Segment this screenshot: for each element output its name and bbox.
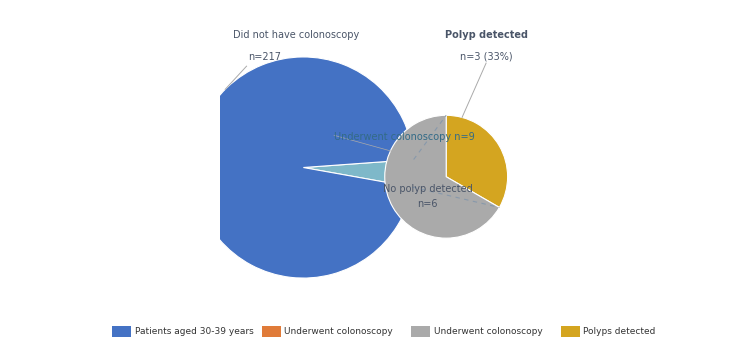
Text: Underwent colonoscopy: Underwent colonoscopy <box>284 327 393 336</box>
Text: n=217: n=217 <box>248 52 281 62</box>
Wedge shape <box>304 159 414 187</box>
Text: Underwent colonoscopy n=9: Underwent colonoscopy n=9 <box>334 132 475 142</box>
Text: Underwent colonoscopy: Underwent colonoscopy <box>434 327 542 336</box>
Wedge shape <box>446 115 508 207</box>
Wedge shape <box>193 57 414 278</box>
Text: Polyps detected: Polyps detected <box>583 327 656 336</box>
Text: Patients aged 30-39 years: Patients aged 30-39 years <box>135 327 254 336</box>
Text: n=6: n=6 <box>417 199 438 209</box>
Wedge shape <box>384 115 500 238</box>
Bar <box>112 326 131 337</box>
Text: Did not have colonoscopy: Did not have colonoscopy <box>233 30 359 40</box>
Text: n=3 (33%): n=3 (33%) <box>460 52 512 62</box>
Bar <box>411 326 430 337</box>
Text: Polyp detected: Polyp detected <box>444 30 527 40</box>
Bar <box>262 326 280 337</box>
Bar <box>561 326 580 337</box>
Text: No polyp detected: No polyp detected <box>383 184 473 194</box>
